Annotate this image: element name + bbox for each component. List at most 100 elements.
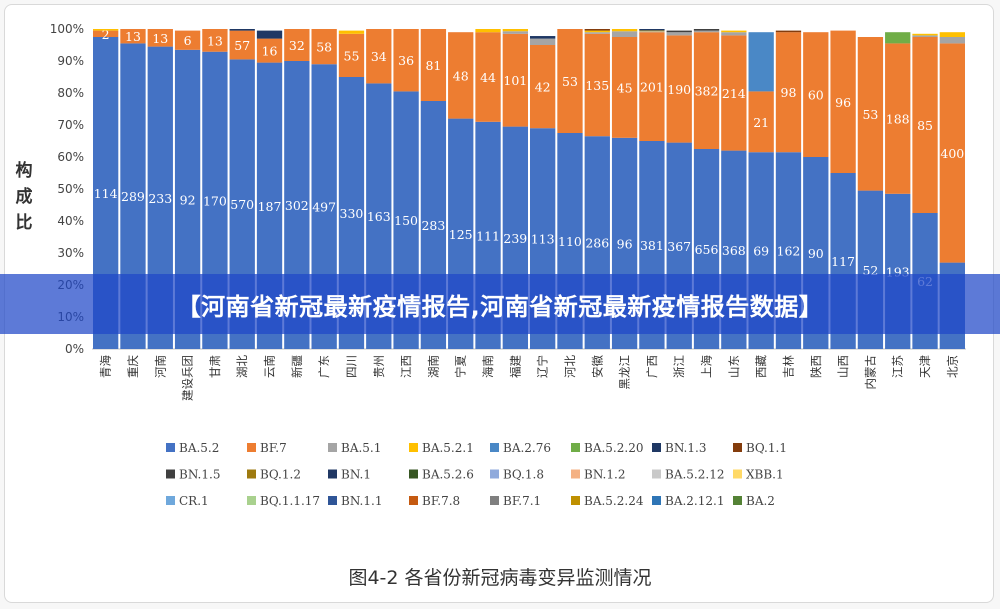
legend-swatch — [328, 469, 337, 479]
data-label: 214 — [722, 86, 746, 101]
x-tick-label: 河南 — [153, 355, 167, 378]
bar-segment — [912, 37, 938, 213]
bar-segment — [857, 37, 884, 191]
x-tick-label: 海南 — [481, 355, 495, 378]
legend-swatch — [571, 443, 580, 452]
data-label: 656 — [695, 242, 719, 257]
data-label: 125 — [449, 227, 473, 242]
bar-segment — [748, 32, 774, 92]
x-tick-label: 天津 — [918, 355, 932, 378]
bar-segment — [393, 29, 419, 92]
bar-segment — [311, 29, 337, 65]
legend-swatch — [571, 496, 580, 505]
data-label: 44 — [480, 70, 496, 85]
bar-segment — [229, 30, 255, 60]
data-label: 330 — [340, 206, 364, 221]
legend-label: BF.7 — [260, 441, 287, 455]
data-label: 81 — [425, 58, 441, 73]
data-label: 69 — [753, 244, 769, 259]
x-tick-label: 辽宁 — [536, 355, 550, 378]
data-label: 233 — [148, 191, 172, 206]
bar-segment — [775, 32, 802, 153]
bar-segment — [366, 29, 392, 84]
x-tick-label: 福建 — [508, 355, 522, 378]
bar-segment — [584, 33, 610, 137]
data-label: 497 — [312, 200, 336, 215]
data-label: 190 — [667, 82, 691, 97]
data-label: 55 — [344, 48, 360, 63]
data-label: 135 — [585, 78, 609, 93]
legend-swatch — [328, 443, 337, 452]
bar-segment — [93, 29, 119, 31]
bar-segment — [584, 29, 610, 31]
data-label: 289 — [121, 189, 145, 204]
data-label: 13 — [125, 29, 141, 44]
legend-label: BN.1.3 — [665, 441, 706, 455]
x-tick-label: 新疆 — [290, 355, 304, 378]
x-tick-label: 湖南 — [426, 355, 440, 378]
bar-segment — [338, 30, 365, 34]
data-label: 60 — [808, 88, 824, 103]
legend-swatch — [490, 469, 499, 479]
x-tick-label: 河北 — [563, 355, 577, 378]
bar-segment — [666, 32, 692, 36]
data-label: 32 — [289, 38, 305, 53]
bar-segment — [557, 29, 583, 133]
bar-segment — [721, 30, 747, 33]
legend-swatch — [409, 443, 418, 452]
data-label: 2 — [102, 27, 110, 42]
legend-swatch — [247, 469, 256, 479]
data-label: 163 — [367, 209, 391, 224]
legend-label: BA.5.2 — [179, 441, 219, 455]
legend-label: BQ.1.2 — [260, 468, 301, 482]
legend-swatch — [166, 496, 175, 505]
legend-label: BN.1 — [341, 468, 371, 482]
y-tick-label: 60% — [57, 150, 84, 164]
legend-label: BA.2.76 — [503, 441, 551, 455]
x-tick-label: 湖北 — [235, 355, 249, 378]
bar-segment — [803, 32, 829, 158]
data-label: 302 — [285, 198, 309, 213]
data-label: 13 — [207, 33, 223, 48]
data-label: 400 — [940, 146, 964, 161]
bar-segment — [147, 29, 173, 47]
data-label: 34 — [371, 49, 387, 64]
data-label: 381 — [640, 238, 664, 253]
data-label: 368 — [722, 243, 746, 258]
bar-segment — [639, 31, 665, 33]
data-label: 570 — [230, 197, 254, 212]
data-label: 21 — [753, 115, 769, 130]
bar-segment — [885, 32, 911, 44]
legend-swatch — [733, 496, 742, 505]
legend-label: BA.5.2.1 — [422, 441, 474, 455]
data-label: 111 — [476, 228, 500, 243]
bar-segment — [202, 29, 228, 52]
legend-swatch — [652, 443, 661, 452]
legend-label: BQ.1.1.17 — [260, 494, 320, 508]
bar-segment — [93, 30, 119, 37]
x-tick-label: 浙江 — [672, 355, 686, 378]
bar-segment — [584, 32, 610, 34]
bar-segment — [748, 91, 774, 153]
x-tick-label: 江西 — [399, 355, 413, 378]
bar-segment — [611, 29, 638, 32]
y-axis-title: 构成比 — [15, 161, 33, 233]
y-tick-label: 90% — [57, 54, 84, 68]
bar-segment — [912, 33, 938, 36]
data-label: 13 — [152, 31, 168, 46]
data-label: 110 — [558, 234, 582, 249]
legend-swatch — [247, 443, 256, 452]
data-label: 101 — [503, 73, 527, 88]
legend-label: BA.2 — [746, 494, 775, 508]
legend-label: BN.1.1 — [341, 494, 382, 508]
legend-swatch — [571, 469, 580, 479]
x-tick-label: 山西 — [836, 355, 850, 378]
banner-text: 【河南省新冠最新疫情报告,河南省新冠最新疫情报告数据】 — [176, 292, 824, 321]
title-banner: 【河南省新冠最新疫情报告,河南省新冠最新疫情报告数据】 — [0, 274, 1000, 334]
bar-segment — [338, 33, 365, 77]
bar-segment — [693, 29, 720, 31]
x-tick-label: 甘肃 — [208, 355, 222, 378]
x-tick-label: 重庆 — [126, 355, 140, 378]
legend-swatch — [652, 469, 661, 479]
